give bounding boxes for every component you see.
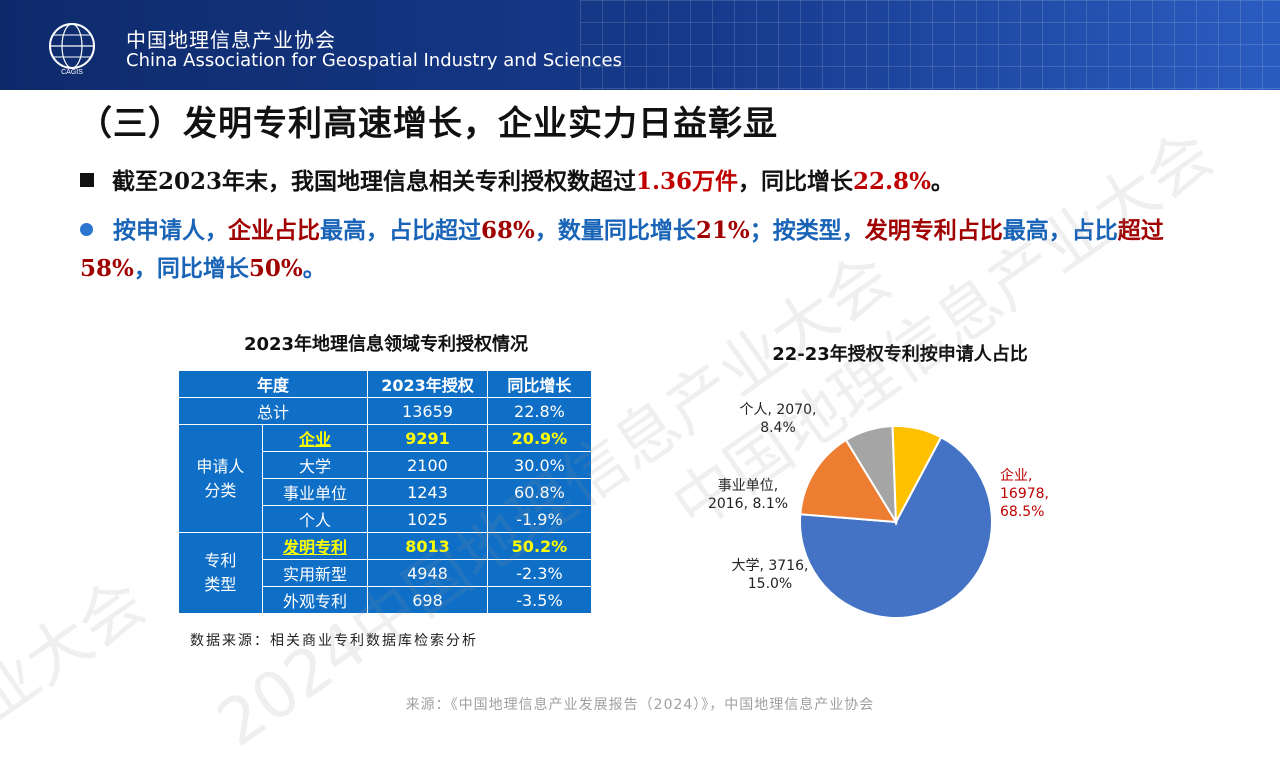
table-cell: 698 [367,586,488,614]
chart-title: 22-23年授权专利按申请人占比 [772,344,1028,365]
page-title: （三）发明专利高速增长，企业实力日益彰显 [78,104,778,144]
table-title: 2023年地理信息领域专利授权情况 [243,334,529,355]
bullet2-text: 。 [302,255,326,282]
org-name-en: China Association for Geospatial Industr… [126,50,623,71]
table-cell: 60.8% [486,478,593,506]
bullet1-value-count: 1.36万件 [636,168,739,195]
square-bullet-icon [80,173,94,187]
table-cell: -1.9% [486,505,593,533]
bullet2-text: 按申请人， [113,217,228,244]
table-cell: 企业 [261,424,369,452]
bullet2-text: 最高，占比超过 [320,217,481,244]
header-banner: CAGIS 中国地理信息产业协会 China Association for G… [0,0,1280,90]
bullet-point-1: 截至2023年末，我国地理信息相关专利授权数超过1.36万件，同比增长22.8%… [80,162,1230,196]
table-header-row: 年度 2023年授权 同比增长 [177,370,593,398]
table-cell: 8013 [367,532,488,560]
table-row: 外观专利 698 -3.5% [179,586,593,614]
table-row: 实用新型 4948 -2.3% [179,559,593,587]
pie-slice-0 [799,435,993,619]
pie-slice-1 [799,438,898,524]
table-header-cell: 同比增长 [486,370,593,398]
table-header-cell: 年度 [177,370,369,398]
table-cell: -2.3% [486,559,593,587]
table-group-cell: 专利 类型 [178,532,263,614]
bullet2-text: 最高，占比 [1002,217,1118,244]
bullet2-text: ；按类型， [749,217,865,244]
bullet2-text: ，同比增长 [133,255,249,282]
logo-text: CAGIS [61,69,83,76]
bullet2-value: 68% [481,217,535,244]
bullet1-text: 截至2023年末，我国地理信息相关专利授权数超过 [112,168,637,195]
table-cell: 30.0% [486,451,593,479]
table-header-cell: 2023年授权 [367,370,488,398]
bullet1-value-growth: 22.8% [853,168,931,195]
pie-label-0: 企业, 16978, 68.5% [1000,467,1049,520]
table-cell: 个人 [261,505,369,533]
table-cell: 9291 [367,424,488,452]
table-row: 专利 类型 发明专利 8013 50.2% [178,532,593,614]
table-cell: 22.8% [486,397,593,425]
header-grid-pattern [580,0,1280,90]
bullet2-value: 21% [695,217,750,244]
table-cell: 实用新型 [261,559,369,587]
table-cell: 13659 [367,397,488,425]
table-cell: 总计 [177,397,369,425]
table-cell: 大学 [261,451,369,479]
table-cell: 发明专利 [261,532,369,560]
bullet2-highlight: 企业占比 [228,217,320,244]
table-cell: 20.9% [486,424,593,452]
table-row: 申请人 分类 企业 9291 20.9% [178,424,593,533]
table-cell: -3.5% [486,586,593,614]
bullet2-highlight: 发明专利占比 [864,217,1003,244]
table-cell: 4948 [367,559,488,587]
table-cell: 2100 [367,451,488,479]
pie-label-1: 大学, 3716, 15.0% [732,558,809,592]
table-cell: 外观专利 [261,586,369,614]
bullet1-text: 。 [930,168,954,195]
bullet2-value: 58% [80,255,134,282]
bullet-point-2: 按申请人，企业占比最高，占比超过68%，数量同比增长21%；按类型，发明专利占比… [80,212,1210,288]
table-group-cell: 申请人 分类 [178,424,263,533]
table-source-note: 数据来源：相关商业专利数据库检索分析 [190,633,478,649]
table-cell: 事业单位 [261,478,369,506]
bullet2-value: 50% [248,255,303,282]
footer-source: 来源：《中国地理信息产业发展报告（2024）》，中国地理信息产业协会 [405,697,875,713]
bullet1-text: ，同比增长 [738,168,854,195]
patent-table: 年度 2023年授权 同比增长 总计 13659 22.8% 申请人 分类 企业… [177,370,593,614]
table-cell: 50.2% [486,532,593,560]
pie-label-3: 个人, 2070, 8.4% [740,402,817,436]
bullet2-highlight: 超过 [1117,217,1164,244]
table-row-total: 总计 13659 22.8% [177,397,593,425]
table-row: 个人 1025 -1.9% [179,505,593,533]
table-cell: 1243 [367,478,488,506]
cagis-logo-icon: CAGIS [49,23,95,76]
org-name-cn: 中国地理信息产业协会 [126,28,336,52]
pie-chart: 企业, 16978, 68.5% 大学, 3716, 15.0% 事业单位, 2016, 8… [708,402,1049,619]
bullet2-text: ，数量同比增长 [534,217,696,244]
pie-slice-3 [891,425,943,526]
pie-label-2: 事业单位, 2016, 8.1% [708,478,788,512]
table-cell: 1025 [367,505,488,533]
circle-bullet-icon [80,223,93,236]
